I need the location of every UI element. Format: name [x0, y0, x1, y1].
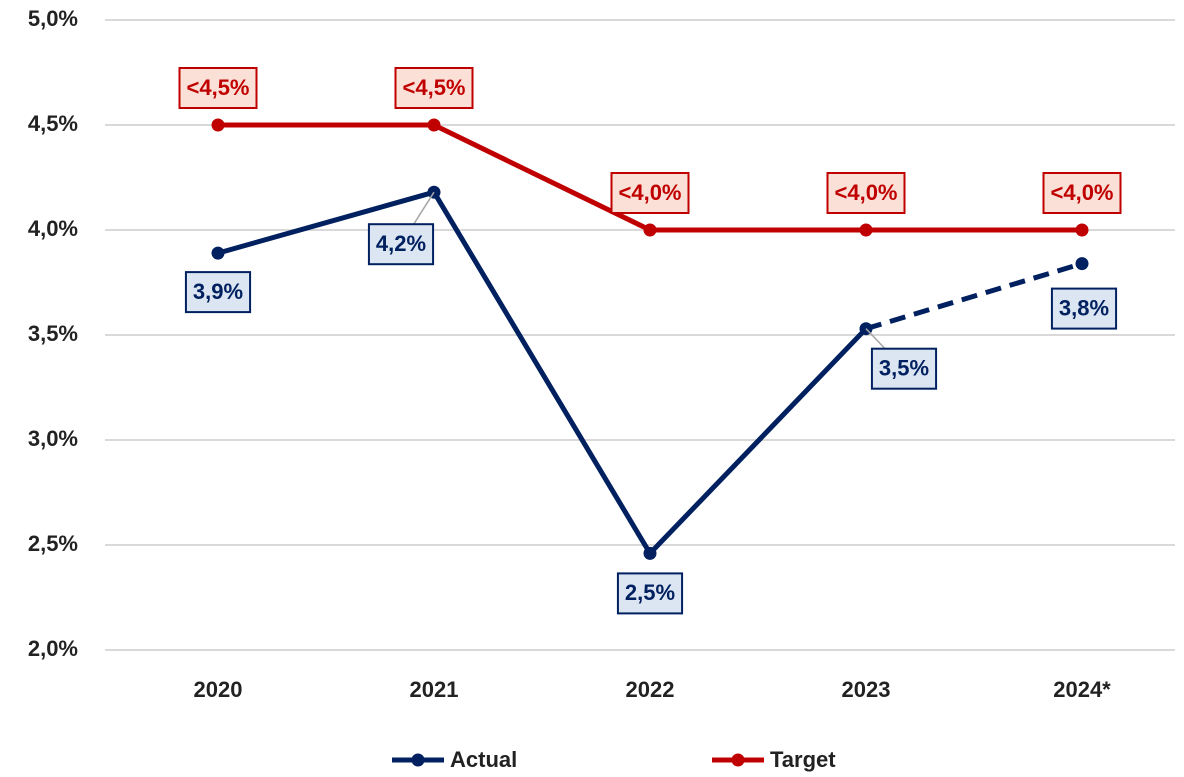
data-label: <4,0%: [835, 180, 898, 205]
legend-marker: [731, 753, 745, 767]
y-tick-label: 4,0%: [28, 216, 78, 241]
y-tick-label: 2,0%: [28, 636, 78, 661]
marker: [1075, 223, 1089, 237]
x-tick-label: 2020: [194, 677, 243, 702]
marker: [643, 223, 657, 237]
y-tick-label: 2,5%: [28, 531, 78, 556]
data-label: 3,9%: [193, 279, 243, 304]
marker: [643, 546, 657, 560]
label-box: [178, 67, 258, 109]
label-box: [367, 223, 435, 266]
x-tick-label: 2021: [410, 677, 459, 702]
legend-label: Actual: [450, 747, 517, 772]
series-line: [217, 189, 868, 556]
label-box: [394, 67, 474, 109]
legend-marker: [411, 753, 425, 767]
marker: [211, 246, 225, 260]
x-tick-label: 2022: [626, 677, 675, 702]
data-label: 4,2%: [376, 231, 426, 256]
label-box: [826, 172, 906, 214]
marker: [427, 118, 441, 132]
x-tick-label: 2024*: [1053, 677, 1111, 702]
marker: [211, 118, 225, 132]
data-label: <4,5%: [403, 75, 466, 100]
series-line-dashed: [865, 261, 1083, 332]
data-label: 3,8%: [1059, 295, 1109, 320]
label-box: [616, 572, 684, 615]
label-box: [610, 172, 690, 214]
data-label: 3,5%: [879, 356, 929, 381]
legend-label: Target: [770, 747, 836, 772]
x-tick-label: 2023: [842, 677, 891, 702]
label-box: [1050, 287, 1118, 330]
data-label: <4,5%: [187, 75, 250, 100]
data-label: <4,0%: [1051, 180, 1114, 205]
y-tick-label: 3,5%: [28, 321, 78, 346]
data-label: <4,0%: [619, 180, 682, 205]
y-tick-label: 4,5%: [28, 111, 78, 136]
label-box: [184, 271, 252, 314]
data-label: 2,5%: [625, 580, 675, 605]
label-box: [870, 347, 938, 390]
marker: [859, 223, 873, 237]
marker: [1075, 257, 1089, 271]
y-tick-label: 5,0%: [28, 6, 78, 31]
label-box: [1042, 172, 1122, 214]
y-tick-label: 3,0%: [28, 426, 78, 451]
